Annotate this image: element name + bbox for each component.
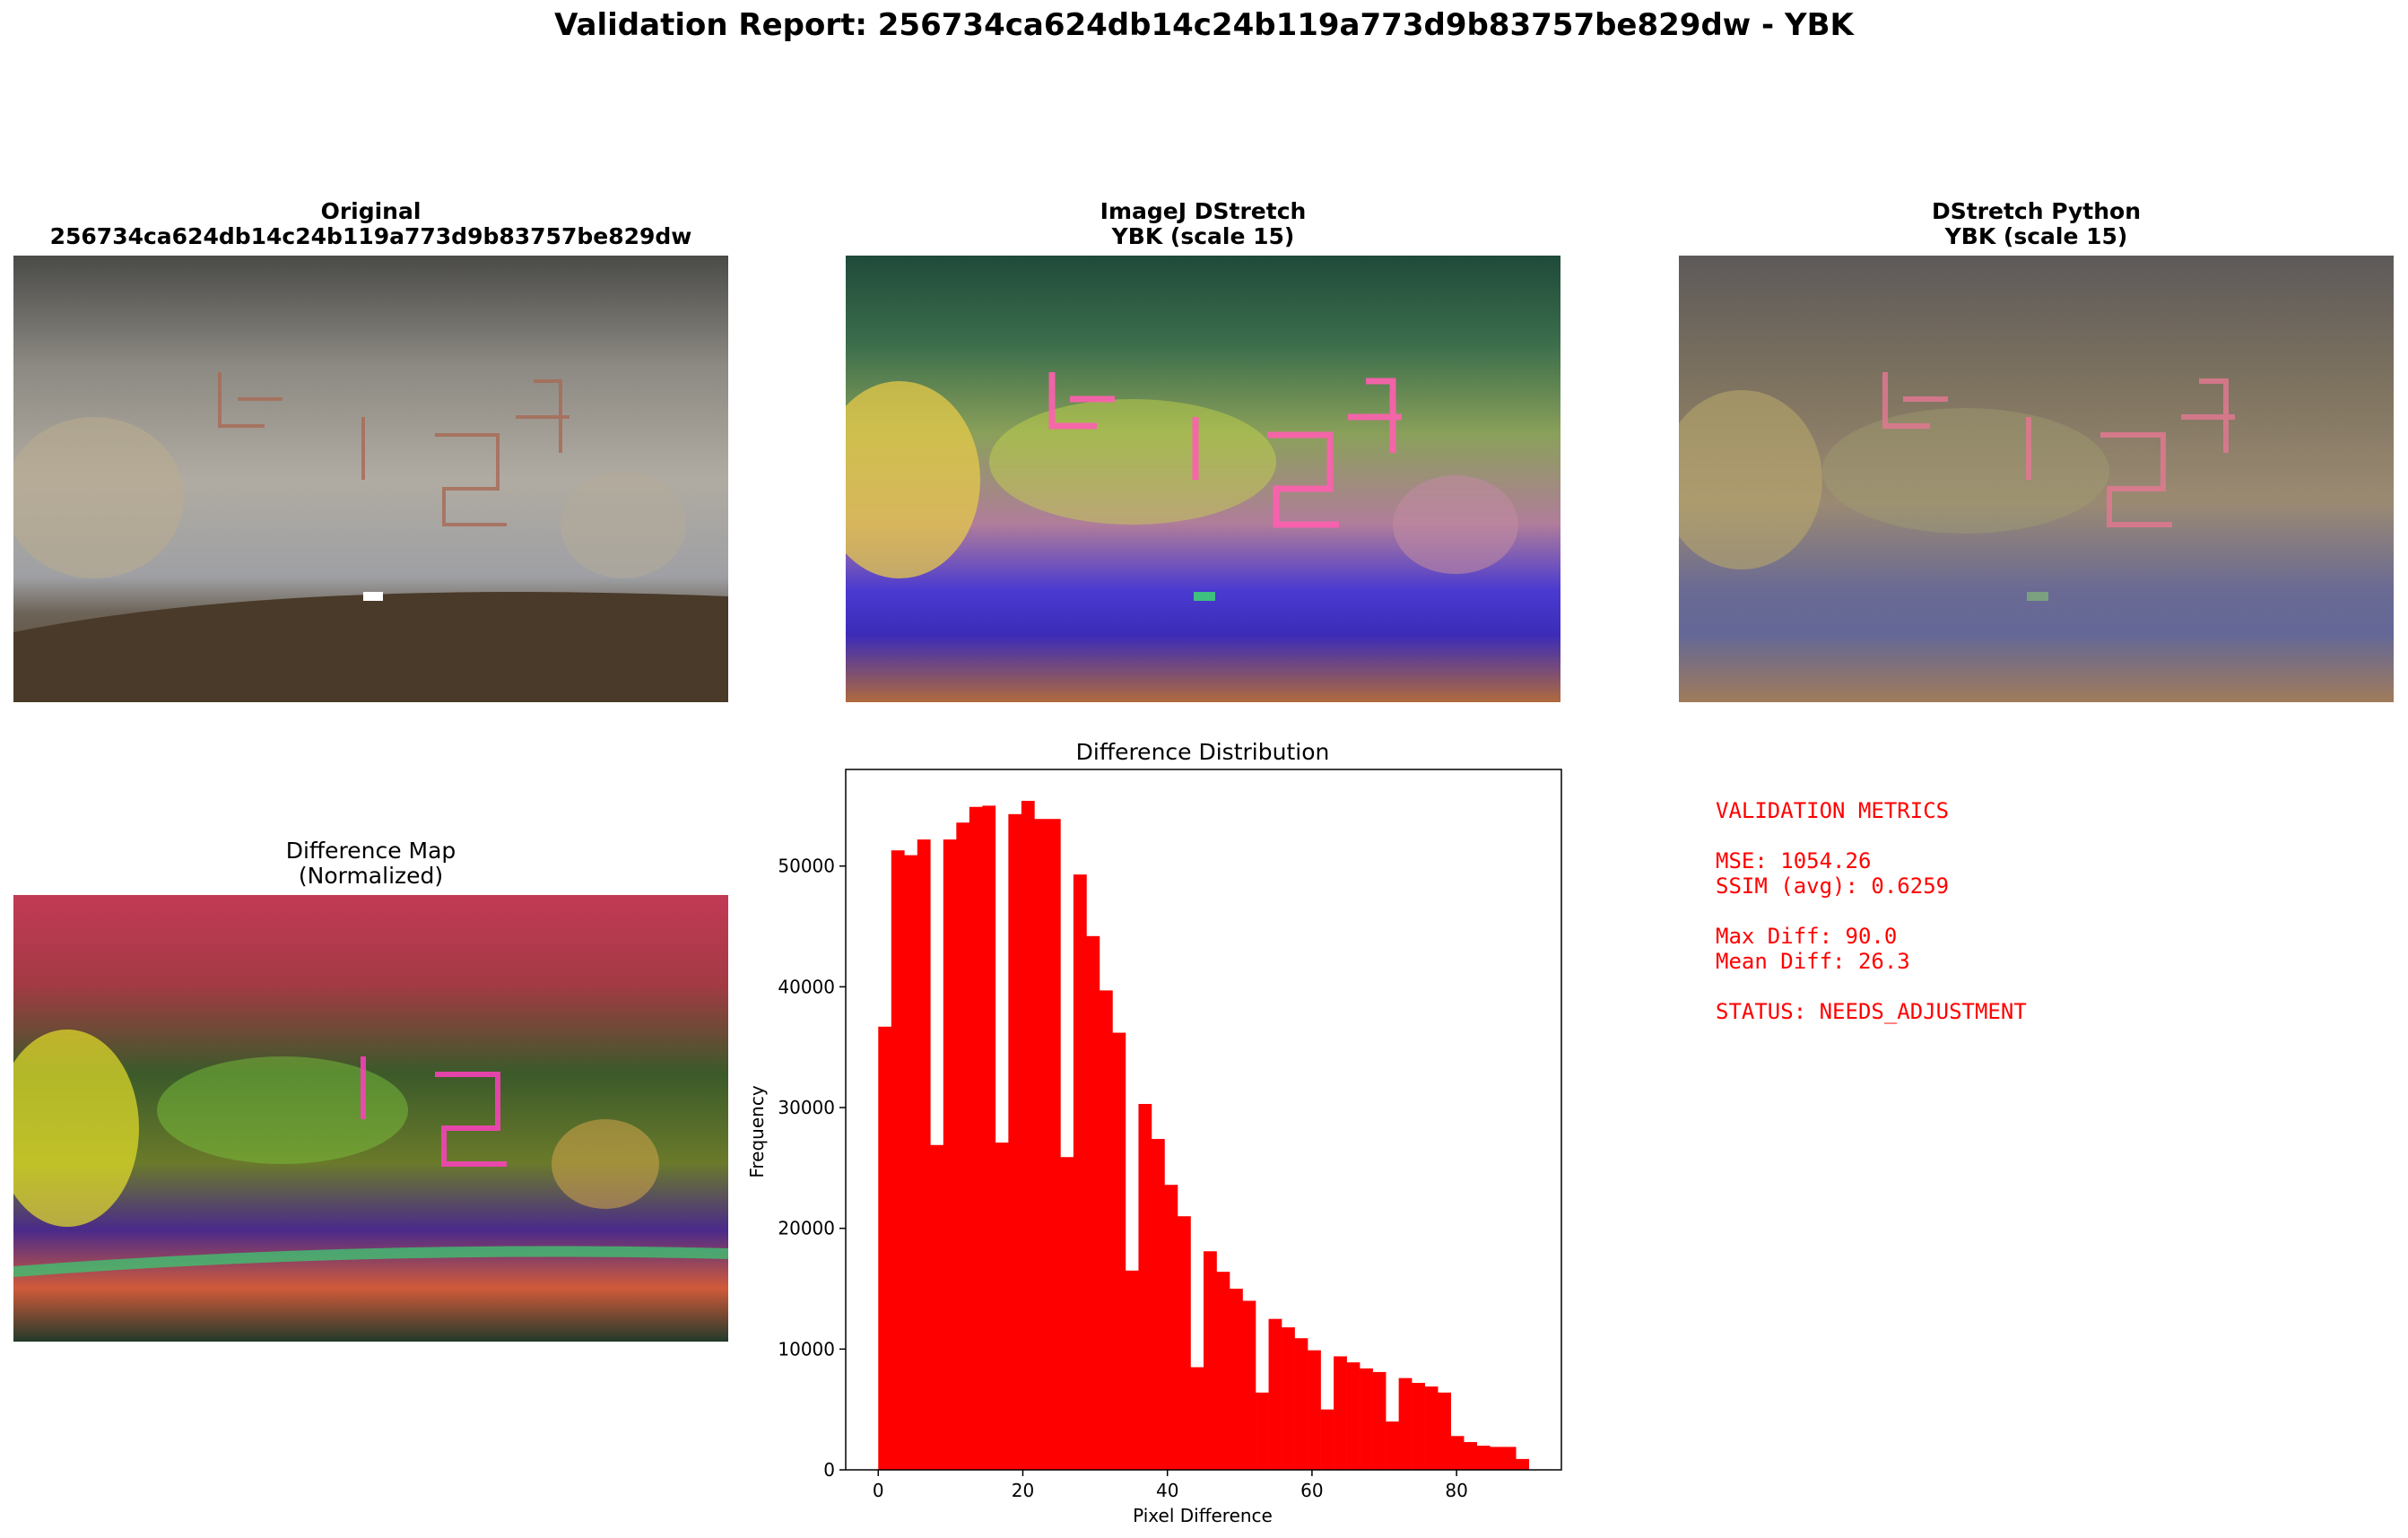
metric-status: STATUS: NEEDS_ADJUSTMENT — [1716, 999, 2027, 1024]
histogram-bars — [878, 801, 1530, 1470]
histogram-bar — [969, 806, 983, 1470]
x-tick-label: 60 — [1300, 1480, 1323, 1501]
x-tick-label: 20 — [1012, 1480, 1034, 1501]
python-title-line1: DStretch Python — [1931, 198, 2142, 224]
imagej-title-line2: YBK (scale 15) — [1111, 223, 1295, 249]
x-tick-label: 40 — [1156, 1480, 1178, 1501]
histogram-bar — [1177, 1216, 1191, 1470]
histogram-bar — [1450, 1436, 1465, 1470]
chart-title: Difference Distribution — [1076, 739, 1330, 765]
histogram-bar — [904, 855, 918, 1470]
dstretch-python-image — [1679, 256, 2394, 702]
histogram-bar — [1464, 1442, 1477, 1470]
histogram-bar — [1476, 1446, 1491, 1470]
python-title-line2: YBK (scale 15) — [1944, 223, 2128, 249]
histogram-bar — [1372, 1371, 1387, 1470]
histogram-bar — [1268, 1318, 1282, 1470]
histogram-bar — [917, 839, 931, 1470]
y-tick-label: 40000 — [778, 976, 835, 997]
histogram-bar — [1164, 1185, 1178, 1470]
histogram-bar — [1125, 1270, 1139, 1470]
plot-frame — [845, 769, 1562, 1471]
diffmap-title-line2: (Normalized) — [298, 863, 444, 889]
chart-axes: 0 20 40 60 80 0 10000 20000 30000 40000 50000 — [778, 769, 1562, 1501]
metric-ssim: SSIM (avg): 0.6259 — [1716, 873, 1950, 899]
histogram-bar — [1112, 1032, 1126, 1470]
histogram-bar — [1386, 1421, 1399, 1470]
metric-mse: MSE: 1054.26 — [1716, 848, 1872, 873]
histogram-bar — [1060, 1157, 1074, 1470]
report-title: Validation Report: 256734ca624db14c24b11… — [554, 7, 1854, 43]
metrics-heading: VALIDATION METRICS — [1716, 798, 1950, 823]
histogram-bar — [1086, 935, 1100, 1470]
histogram-bar — [1256, 1392, 1269, 1470]
python-panel-title: DStretch Python YBK (scale 15) — [1679, 199, 2394, 249]
histogram-bar — [943, 839, 957, 1470]
histogram-bar — [1190, 1367, 1204, 1470]
metric-mean-diff: Mean Diff: 26.3 — [1716, 949, 1910, 974]
histogram-bar — [1308, 1350, 1321, 1470]
y-tick-label: 20000 — [778, 1218, 835, 1239]
imagej-title-line1: ImageJ DStretch — [1100, 198, 1307, 224]
histogram-bar — [982, 805, 996, 1470]
histogram-bar — [1516, 1458, 1530, 1470]
histogram-bar — [1282, 1327, 1295, 1470]
histogram-bar — [1424, 1386, 1439, 1470]
histogram-bar — [878, 1026, 892, 1470]
x-axis-label: Pixel Difference — [1133, 1505, 1273, 1526]
histogram-bar — [1230, 1289, 1243, 1470]
histogram-bar — [956, 822, 970, 1470]
histogram-bar — [1008, 813, 1022, 1470]
histogram-bar — [1346, 1362, 1360, 1470]
histogram-bar — [1204, 1251, 1217, 1470]
y-tick-label: 10000 — [778, 1338, 835, 1360]
histogram-bar — [1242, 1300, 1256, 1470]
histogram-bar — [891, 850, 905, 1470]
histogram-bar — [1216, 1272, 1230, 1470]
diffmap-title-line1: Difference Map — [285, 838, 456, 864]
histogram-bar — [1151, 1139, 1165, 1470]
histogram-bar — [1334, 1356, 1347, 1470]
histogram-bar — [1438, 1392, 1451, 1470]
histogram-bar — [1294, 1338, 1308, 1470]
original-image — [13, 256, 728, 702]
histogram-bar — [1047, 819, 1061, 1470]
x-tick-label: 80 — [1445, 1480, 1467, 1501]
original-title-line2: 256734ca624db14c24b119a773d9b83757be829d… — [49, 223, 692, 249]
y-tick-label: 0 — [823, 1459, 835, 1481]
original-panel-title: Original 256734ca624db14c24b119a773d9b83… — [13, 199, 728, 249]
histogram-bar — [1138, 1103, 1152, 1470]
histogram-bar — [930, 1144, 944, 1470]
difference-map-image — [13, 895, 728, 1342]
diffmap-panel-title: Difference Map (Normalized) — [13, 839, 728, 889]
original-title-line1: Original — [320, 198, 422, 224]
y-tick-label: 50000 — [778, 856, 835, 877]
validation-metrics: VALIDATION METRICS MSE: 1054.26 SSIM (av… — [1716, 798, 2027, 1024]
histogram-bar — [1490, 1447, 1504, 1470]
x-tick-label: 0 — [873, 1480, 884, 1501]
histogram-bar — [1320, 1409, 1334, 1470]
imagej-dstretch-image — [846, 256, 1560, 702]
histogram-bar — [995, 1143, 1009, 1470]
y-axis-label: Frequency — [746, 1085, 768, 1177]
metric-max-diff: Max Diff: 90.0 — [1716, 924, 1898, 949]
imagej-panel-title: ImageJ DStretch YBK (scale 15) — [846, 199, 1560, 249]
histogram-bar — [1099, 990, 1113, 1470]
histogram-bar — [1034, 819, 1048, 1470]
histogram-bar — [1360, 1368, 1373, 1470]
y-tick-label: 30000 — [778, 1097, 835, 1118]
histogram-bar — [1502, 1447, 1517, 1470]
histogram-bar — [1073, 874, 1087, 1470]
histogram-bar — [1412, 1383, 1425, 1470]
histogram-bar — [1398, 1377, 1413, 1470]
histogram-bar — [1021, 801, 1035, 1470]
